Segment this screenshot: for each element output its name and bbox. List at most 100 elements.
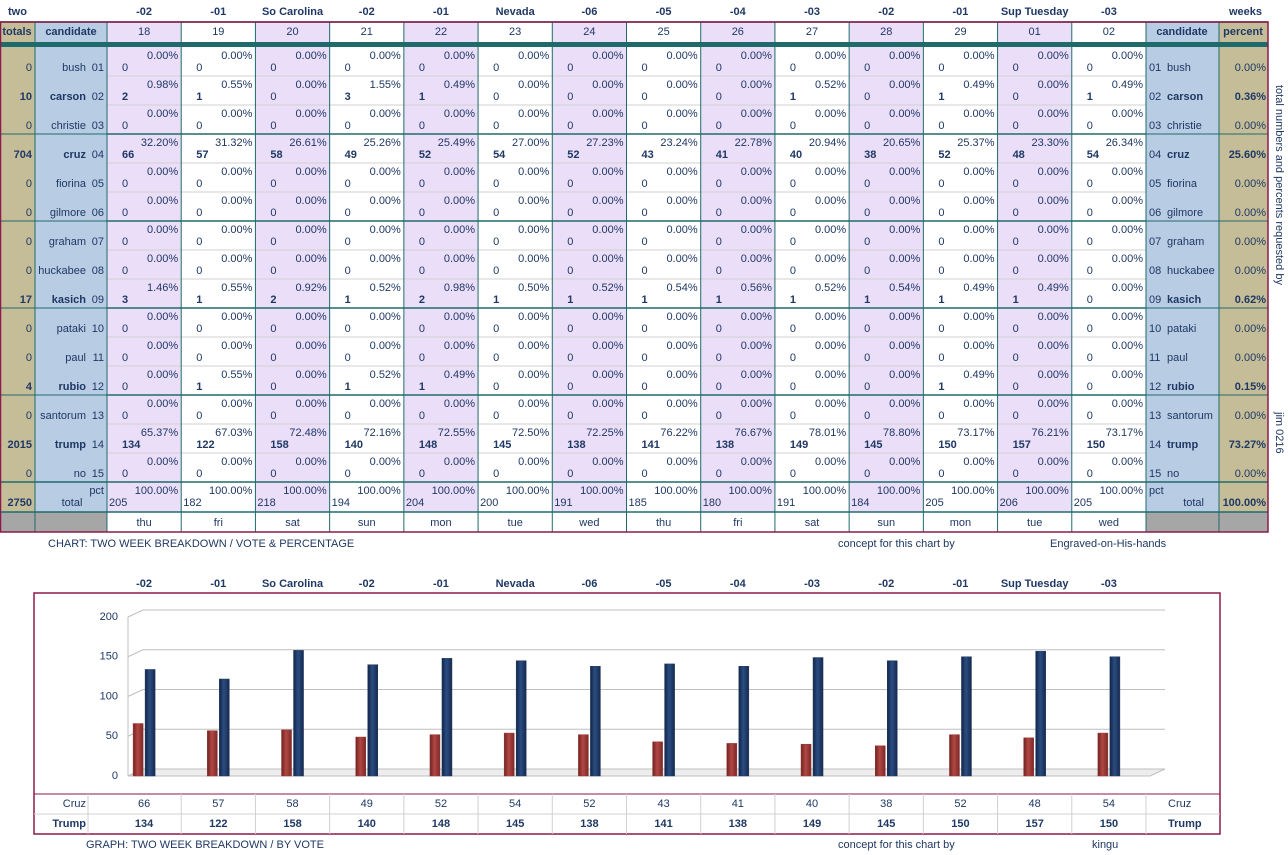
day-count: 0 <box>567 120 573 132</box>
day-count: 0 <box>790 207 796 219</box>
weekday: mon <box>430 517 451 529</box>
day-label: 22 <box>435 26 447 38</box>
day-count: 1 <box>864 294 870 306</box>
y-tick-label: 0 <box>112 770 118 782</box>
day-percent: 0.00% <box>815 166 846 178</box>
day-count: 0 <box>122 62 128 74</box>
candidate-name: no <box>1167 468 1179 480</box>
day-count: 0 <box>345 410 351 422</box>
day-count: 0 <box>270 62 276 74</box>
day-percent: 0.00% <box>667 108 698 120</box>
day-percent: 0.00% <box>889 79 920 91</box>
data-label: 138 <box>580 818 598 830</box>
candidate-num: 09 <box>92 294 104 306</box>
candidate-num: 08 <box>1149 265 1161 277</box>
day-count: 0 <box>270 91 276 103</box>
top-label: -02 <box>136 6 152 18</box>
candidate-name: trump <box>55 439 86 451</box>
day-count: 138 <box>716 439 734 451</box>
day-percent: 1.55% <box>370 79 401 91</box>
day-total-percent: 100.00% <box>1025 485 1069 497</box>
day-percent: 0.00% <box>889 311 920 323</box>
row-total: 17 <box>20 294 32 306</box>
grid-line <box>127 649 1165 658</box>
candidate-num: 04 <box>1149 149 1161 161</box>
day-count: 0 <box>196 468 202 480</box>
bar <box>652 741 663 777</box>
day-count: 0 <box>642 91 648 103</box>
day-count: 0 <box>419 323 425 335</box>
bar <box>207 730 218 777</box>
top-label: -01 <box>433 578 449 590</box>
day-percent: 72.16% <box>364 427 402 439</box>
day-percent: 0.00% <box>592 224 623 236</box>
day-percent: 0.00% <box>1112 166 1143 178</box>
top-label: -02 <box>359 578 375 590</box>
bar <box>429 734 441 777</box>
day-count: 43 <box>642 149 654 161</box>
day-count: 141 <box>642 439 660 451</box>
row-total: 2015 <box>8 439 32 451</box>
top-label: Sup Tuesday <box>1001 578 1070 590</box>
day-percent: 67.03% <box>215 427 253 439</box>
day-percent: 0.49% <box>963 369 994 381</box>
day-percent: 0.00% <box>147 166 178 178</box>
day-count: 0 <box>493 120 499 132</box>
bar <box>367 664 378 777</box>
bar <box>738 666 750 777</box>
day-count: 1 <box>196 294 202 306</box>
day-percent: 0.00% <box>815 195 846 207</box>
candidate-name: huckabee <box>38 265 86 277</box>
day-percent: 0.00% <box>147 224 178 236</box>
day-total: 180 <box>703 497 721 509</box>
candidate-name: graham <box>1167 236 1204 248</box>
day-percent: 0.00% <box>592 398 623 410</box>
day-percent: 0.98% <box>147 79 178 91</box>
day-percent: 0.00% <box>815 340 846 352</box>
candidate-name: fiorina <box>1167 178 1198 190</box>
day-count: 0 <box>419 178 425 190</box>
candidate-num: 01 <box>1149 62 1161 74</box>
candidate-name: cruz <box>1167 149 1190 161</box>
day-count: 0 <box>196 62 202 74</box>
day-label: 21 <box>361 26 373 38</box>
top-label: -02 <box>878 6 894 18</box>
day-count: 40 <box>790 149 802 161</box>
day-count: 1 <box>419 91 425 103</box>
day-total-percent: 100.00% <box>803 485 847 497</box>
percent-col-bg <box>1219 22 1268 512</box>
data-label: 145 <box>877 818 895 830</box>
data-label: 140 <box>358 818 376 830</box>
top-label: -05 <box>656 578 672 590</box>
top-label: -01 <box>953 6 969 18</box>
day-count: 0 <box>122 178 128 190</box>
day-count: 0 <box>270 236 276 248</box>
day-col-bg <box>849 22 924 512</box>
row-total: 0 <box>26 323 32 335</box>
day-total-percent: 100.00% <box>135 485 179 497</box>
day-count: 0 <box>419 468 425 480</box>
day-percent: 0.00% <box>889 50 920 62</box>
day-percent: 0.00% <box>592 50 623 62</box>
row-total: 0 <box>26 207 32 219</box>
day-count: 0 <box>567 352 573 364</box>
day-total: 194 <box>332 497 350 509</box>
bar <box>515 660 527 777</box>
candidate-name: no <box>74 468 86 480</box>
row-total: 0 <box>26 120 32 132</box>
day-percent: 32.20% <box>141 137 179 149</box>
day-count: 150 <box>1087 439 1105 451</box>
day-percent: 0.00% <box>518 398 549 410</box>
day-percent: 0.00% <box>295 311 326 323</box>
day-count: 0 <box>1087 381 1093 393</box>
candidate-name: christie <box>1167 120 1202 132</box>
row-total: 0 <box>26 468 32 480</box>
top-label: So Carolina <box>262 578 324 590</box>
day-percent: 0.00% <box>667 456 698 468</box>
day-percent: 0.00% <box>518 311 549 323</box>
day-total-percent: 100.00% <box>357 485 401 497</box>
day-label: 01 <box>1029 26 1041 38</box>
data-label: 38 <box>880 798 892 810</box>
row-percent: 25.60% <box>1229 149 1267 161</box>
day-total-percent: 100.00% <box>728 485 772 497</box>
